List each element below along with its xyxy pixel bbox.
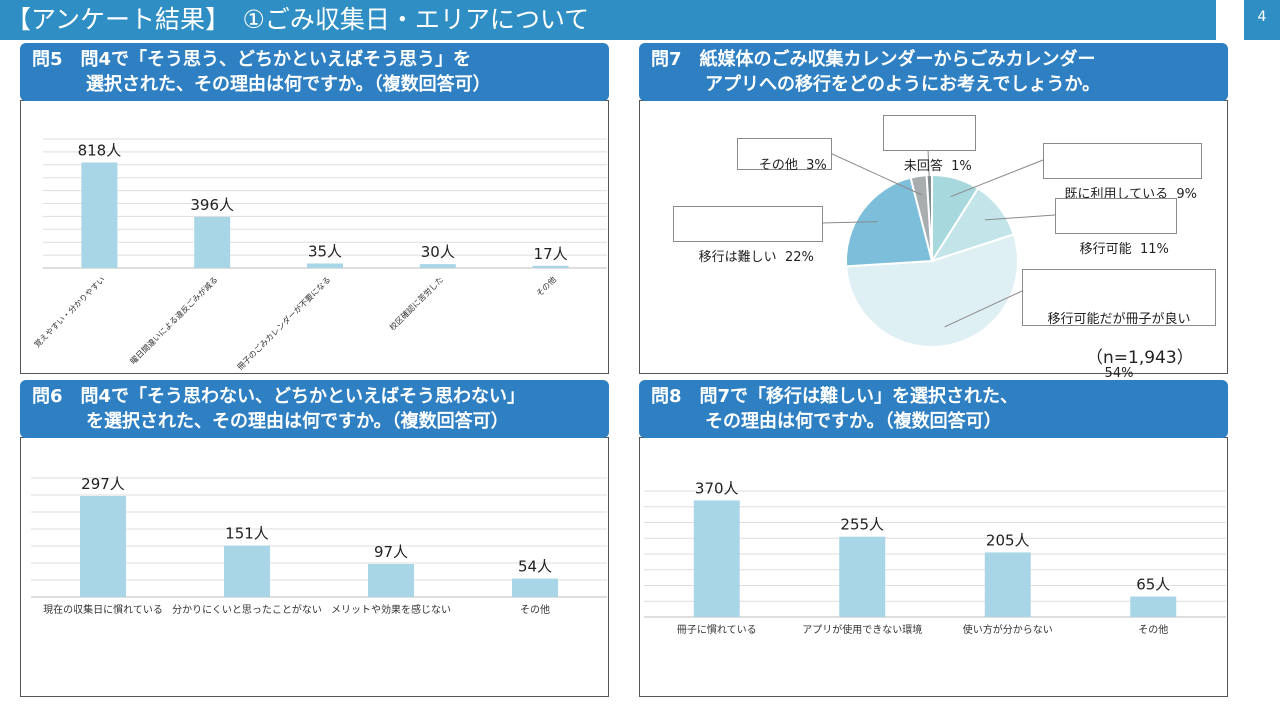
bar-value-label: 396人 xyxy=(190,196,234,214)
bar-3 xyxy=(368,564,414,597)
bar-value-label: 17人 xyxy=(534,245,568,263)
q6-title-line2: を選択された、その理由は何ですか。（複数回答可） xyxy=(32,411,509,432)
q7-callout-booklet-pct: 54% xyxy=(1104,366,1134,381)
q7-callout-possible: 移行可能 11% xyxy=(1055,198,1177,257)
q7-callout-using: 既に利用している 9% xyxy=(1043,143,1202,202)
pie-slice-3 xyxy=(845,233,1019,348)
bar-value-label: 151人 xyxy=(225,525,269,543)
category-label: 分かりにくいと思ったことがない xyxy=(172,603,322,616)
q7-callout-possible-label: 移行可能 xyxy=(1079,242,1132,257)
q7-callout-noanswer-label: 未回答 xyxy=(903,159,943,174)
bar-value-label: 297人 xyxy=(81,475,125,493)
category-label: その他 xyxy=(520,603,550,616)
q7-callout-difficult-pct: 22% xyxy=(784,250,814,265)
bar-value-label: 54人 xyxy=(518,558,552,576)
q5-title-line2: 選択された、その理由は何ですか。（複数回答可） xyxy=(32,74,491,95)
bar-2 xyxy=(194,216,231,268)
q6-header: 問6 問4で「そう思わない、どちかといえばそう思わない」 を選択された、その理由… xyxy=(20,380,609,438)
q8-header: 問8 問7で「移行は難しい」を選択された、 その理由は何ですか。（複数回答可） xyxy=(639,380,1228,438)
q8-title-line2: その理由は何ですか。（複数回答可） xyxy=(651,411,1002,432)
leader-line xyxy=(944,290,1023,328)
category-label: 冊子に慣れている xyxy=(677,623,757,636)
category-label: 冊子のごみカレンダーが不要になる xyxy=(235,274,333,372)
q7-callout-using-pct: 9% xyxy=(1176,187,1198,202)
bar-value-label: 35人 xyxy=(308,242,342,260)
q5-title-line1: 問5 問4で「そう思う、どちかといえばそう思う」を xyxy=(32,49,472,70)
q7-callout-booklet: 移行可能だが冊子が良い 54% xyxy=(1022,269,1216,381)
leader-line xyxy=(829,152,922,196)
bar-4 xyxy=(1130,596,1177,617)
bar-2 xyxy=(224,545,270,597)
category-label: 校区確認に苦労した xyxy=(387,274,445,332)
page-title: 【アンケート結果】 ①ごみ収集日・エリアについて xyxy=(6,5,590,34)
page-number: 4 xyxy=(1257,9,1267,25)
leader-line xyxy=(950,159,1044,198)
category-label: アプリが使用できない環境 xyxy=(802,623,922,636)
q7-title-line1: 問7 紙媒体のごみ収集カレンダーからごみカレンダー xyxy=(651,49,1096,70)
q7-callout-noanswer: 未回答 1% xyxy=(883,115,976,174)
title-bar: 【アンケート結果】 ①ごみ収集日・エリアについて xyxy=(0,0,1216,40)
q7-callout-possible-pct: 11% xyxy=(1139,242,1169,257)
bar-value-label: 255人 xyxy=(840,516,884,534)
q7-callout-other-label: その他 xyxy=(758,158,798,173)
bar-value-label: 65人 xyxy=(1136,576,1170,594)
bar-3 xyxy=(307,263,343,268)
bar-4 xyxy=(512,578,558,597)
q7-title-line2: アプリへの移行をどのようにお考えでしょうか。 xyxy=(651,74,1101,95)
bar-value-label: 97人 xyxy=(374,543,408,561)
q7-panel: その他 3% 未回答 1% 既に利用している 9% 移行可能 11% 移行は難し… xyxy=(639,100,1228,381)
bar-value-label: 30人 xyxy=(421,243,455,261)
q7-pie-chart xyxy=(820,148,1056,348)
q5-panel: 818人覚えやすい・分かりやすい 396人曜日間違いによる違反ごみが減る 35人冊子… xyxy=(20,100,609,374)
q7-callout-difficult: 移行は難しい 22% xyxy=(673,206,823,265)
q7-callout-other-pct: 3% xyxy=(806,158,827,173)
page-number-box: 4 xyxy=(1244,0,1280,40)
q7-callout-noanswer-pct: 1% xyxy=(951,159,972,174)
bar-value-label: 205人 xyxy=(986,531,1030,549)
pie-slice-4 xyxy=(845,176,934,268)
bar-value-label: 818人 xyxy=(78,141,122,159)
q7-callout-difficult-label: 移行は難しい xyxy=(698,250,777,265)
bar-5 xyxy=(532,265,569,268)
bar-4 xyxy=(419,264,456,268)
q7-sample-size: （n=1,943） xyxy=(1086,348,1194,368)
leader-line xyxy=(820,221,878,224)
bar-3 xyxy=(984,552,1031,617)
category-label: メリットや効果を感じない xyxy=(331,603,451,616)
category-label: 覚えやすい・分かりやすい xyxy=(32,274,107,349)
category-label: 現在の収集日に慣れている xyxy=(43,603,163,616)
category-label: その他 xyxy=(534,274,558,298)
category-label: その他 xyxy=(1138,623,1168,636)
q8-panel: 370人冊子に慣れている 255人アプリが使用できない環境 205人使い方が分からな… xyxy=(639,437,1228,697)
bar-value-label: 370人 xyxy=(695,479,739,497)
q7-callout-booklet-label: 移行可能だが冊子が良い xyxy=(1047,312,1191,327)
bar-2 xyxy=(839,536,886,617)
q7-callout-other: その他 3% xyxy=(737,138,832,173)
leader-line xyxy=(984,214,1056,221)
q6-title-line1: 問6 問4で「そう思わない、どちかといえばそう思わない」 xyxy=(32,386,526,407)
q8-title-line1: 問8 問7で「移行は難しい」を選択された、 xyxy=(651,386,1019,407)
bar-1 xyxy=(80,496,126,597)
bar-1 xyxy=(693,500,740,617)
category-label: 曜日間違いによる違反ごみが減る xyxy=(128,274,220,366)
leader-line xyxy=(927,148,931,194)
category-label: 使い方が分からない xyxy=(963,623,1053,636)
q7-header: 問7 紙媒体のごみ収集カレンダーからごみカレンダー アプリへの移行をどのようにお… xyxy=(639,43,1228,101)
bar-1 xyxy=(81,162,118,268)
q5-header: 問5 問4で「そう思う、どちかといえばそう思う」を 選択された、その理由は何です… xyxy=(20,43,609,101)
q6-panel: 297人現在の収集日に慣れている 151人分かりにくいと思ったことがない 97人メリ… xyxy=(20,437,609,697)
